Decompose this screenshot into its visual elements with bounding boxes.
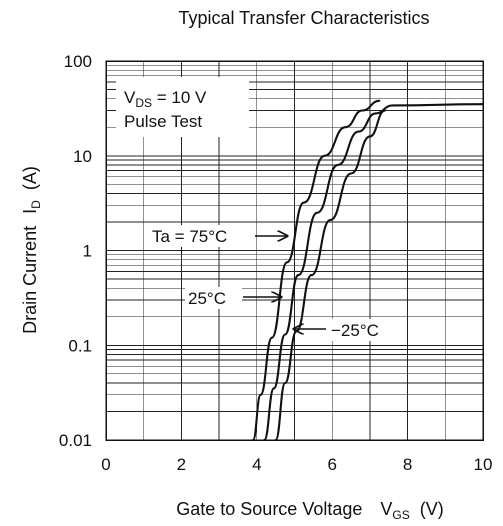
x-tick-label: 0 bbox=[101, 455, 110, 474]
y-axis-unit: (A) bbox=[20, 166, 40, 190]
chart-title: Typical Transfer Characteristics bbox=[178, 8, 429, 28]
y-tick-label: 10 bbox=[73, 147, 92, 166]
vds-symbol: V bbox=[124, 88, 136, 107]
condition-line-1: VDS = 10 V bbox=[124, 88, 207, 110]
x-tick-label: 8 bbox=[403, 455, 412, 474]
x-tick-labels: 0 2 4 6 8 10 bbox=[101, 455, 492, 474]
tam25-label-box bbox=[327, 319, 399, 341]
y-axis-symbol: I bbox=[20, 209, 40, 214]
x-tick-label: 6 bbox=[327, 455, 336, 474]
condition-line-2: Pulse Test bbox=[124, 112, 202, 131]
curve-ta-25c bbox=[263, 103, 485, 442]
curve-layer bbox=[251, 99, 485, 442]
x-axis-subscript: GS bbox=[392, 508, 409, 522]
ta25-label: 25°C bbox=[188, 289, 226, 308]
vds-value: = 10 V bbox=[152, 88, 207, 107]
plot-frame bbox=[105, 60, 484, 441]
x-tick-label: 2 bbox=[177, 455, 186, 474]
x-axis-label: Gate to Source Voltage VGS (V) bbox=[176, 499, 444, 522]
grid-layer bbox=[106, 60, 483, 441]
ta75-label: Ta = 75°C bbox=[152, 227, 227, 246]
y-tick-label: 100 bbox=[64, 52, 92, 71]
curve-ta-75c bbox=[251, 99, 381, 442]
y-tick-label: 1 bbox=[83, 242, 92, 261]
y-axis-label: Drain Current ID (A) bbox=[20, 166, 43, 334]
x-axis-main-label: Gate to Source Voltage bbox=[176, 499, 362, 519]
y-tick-labels: 100 10 1 0.1 0.01 bbox=[59, 52, 92, 450]
curve-ta-minus-25c bbox=[274, 109, 387, 442]
ta25-label-box bbox=[185, 287, 242, 309]
y-tick-label: 0.1 bbox=[68, 336, 92, 355]
x-tick-label: 4 bbox=[252, 455, 261, 474]
y-axis-subscript: D bbox=[29, 200, 43, 209]
vds-subscript: DS bbox=[135, 96, 152, 110]
ta75-label-box bbox=[150, 225, 249, 247]
condition-box bbox=[116, 77, 249, 137]
x-axis-unit: (V) bbox=[420, 499, 444, 519]
y-tick-label: 0.01 bbox=[59, 431, 92, 450]
tam25-label: −25°C bbox=[331, 321, 379, 340]
x-axis-symbol: V bbox=[380, 499, 392, 519]
x-tick-label: 10 bbox=[474, 455, 493, 474]
y-axis-main-label: Drain Current bbox=[20, 226, 40, 334]
